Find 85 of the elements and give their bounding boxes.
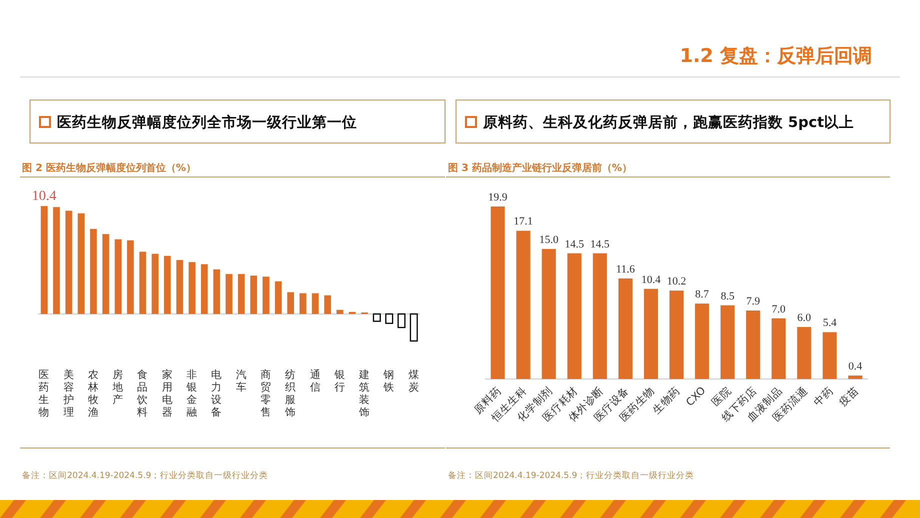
- bar: [238, 274, 245, 314]
- data-label: 14.5: [590, 238, 610, 250]
- bar: [262, 276, 270, 314]
- x-tick-label: 农林牧渔: [86, 369, 99, 418]
- bar: [90, 228, 97, 314]
- bar: [797, 326, 812, 379]
- bar: [65, 210, 72, 314]
- text: 备注：区间2024.4.19-2024.5.9；行业分类取自一级行业分类: [448, 470, 694, 481]
- x-tick-label: 家用电器: [162, 368, 173, 418]
- bar: [139, 252, 146, 314]
- x-tick-label: 电力设备: [211, 368, 222, 418]
- data-label: 0.4: [848, 360, 863, 373]
- x-tick-label: 医药生物: [38, 369, 50, 418]
- data-label: 6.0: [797, 312, 812, 324]
- bar: [618, 278, 632, 379]
- text: 备注：区间2024.4.19-2024.5.9；行业分类取自一级行业分类: [22, 470, 268, 481]
- bar: [53, 207, 60, 314]
- bar: [213, 269, 220, 314]
- data-label: 7.0: [772, 303, 786, 316]
- bar: [746, 310, 760, 379]
- x-tick-label: 建筑装饰: [358, 368, 370, 418]
- bar: [822, 332, 837, 379]
- bar: [410, 313, 418, 342]
- data-label: 7.9: [746, 296, 760, 308]
- bar: [398, 313, 406, 328]
- bar: [592, 253, 607, 379]
- x-tick-label: 通信: [310, 368, 321, 394]
- bar: [720, 305, 735, 379]
- bar: [567, 253, 582, 379]
- x-tick-label: 银行: [333, 369, 346, 394]
- bar: [385, 313, 394, 324]
- x-tick-label: 食品饮料: [136, 369, 148, 418]
- x-tick-label: 煤炭: [408, 369, 420, 394]
- bar: [312, 293, 319, 314]
- bar: [287, 292, 294, 314]
- bar: [40, 206, 48, 314]
- bar: [127, 240, 134, 314]
- data-label: 10.4: [641, 274, 662, 286]
- data-label: 11.6: [616, 263, 636, 276]
- bar: [542, 248, 556, 379]
- bar: [695, 304, 710, 379]
- chart-title: 原料药、生科及化药反弹居前，跑赢医药指数 5pct以上: [482, 114, 854, 131]
- bar: [176, 260, 184, 314]
- bar: [324, 295, 331, 314]
- x-tick-label: 美容护理: [62, 368, 74, 418]
- bar: [152, 254, 158, 314]
- data-label: 10.2: [666, 276, 686, 288]
- bar: [200, 264, 208, 314]
- bar: [226, 274, 232, 314]
- x-tick-label: 钢铁: [382, 369, 395, 394]
- data-label: 15.0: [539, 234, 559, 246]
- bar: [274, 281, 282, 314]
- bar: [848, 376, 862, 379]
- x-tick-label: 商贸零售: [260, 368, 272, 418]
- x-tick-label: 房地产: [112, 368, 124, 406]
- bar: [188, 262, 196, 314]
- bar: [772, 318, 786, 379]
- chart-title: 医药生物反弹幅度位列全市场一级行业第一位: [57, 113, 357, 131]
- data-label: 10.4: [32, 189, 56, 204]
- x-tick-label: 纺织服饰: [284, 368, 296, 418]
- x-tick-label: 汽车: [236, 369, 247, 394]
- chart-subtitle: 图 2 医药生物反弹幅度位列首位（%）: [22, 162, 196, 174]
- text: 1.2 复盘：反弹后回调: [680, 45, 872, 67]
- bar: [372, 313, 381, 322]
- bar: [490, 206, 505, 379]
- data-label: 8.5: [720, 290, 735, 302]
- bar: [114, 239, 122, 314]
- bar: [78, 213, 85, 314]
- data-label: 5.4: [822, 317, 838, 330]
- bar: [669, 290, 684, 379]
- x-tick-label: 疫苗: [836, 384, 862, 409]
- data-label: 19.9: [488, 191, 508, 204]
- chart-subtitle: 图 3 药品制造产业链行业反弹居前（%）: [448, 162, 632, 174]
- x-tick-label: 非银金融: [186, 368, 198, 418]
- data-label: 8.7: [695, 288, 710, 301]
- bar: [250, 276, 258, 314]
- x-tick-label: 中药: [811, 384, 836, 409]
- bar: [300, 293, 306, 314]
- bar: [164, 256, 171, 314]
- data-label: 17.1: [514, 216, 533, 228]
- bar: [516, 230, 530, 379]
- data-label: 14.5: [564, 238, 584, 250]
- bar: [644, 288, 658, 379]
- bar: [102, 234, 110, 314]
- bar: [336, 310, 344, 314]
